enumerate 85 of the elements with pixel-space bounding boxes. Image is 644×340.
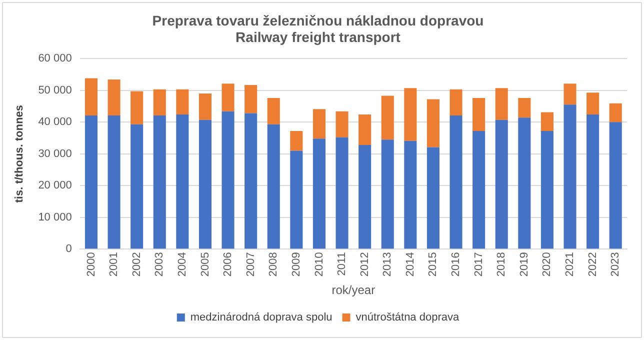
bar (450, 115, 462, 249)
legend-label: vnútroštátna doprava (356, 312, 460, 324)
x-tick-label: 2008 (268, 252, 280, 277)
bar (518, 118, 531, 249)
x-tick-label: 2003 (154, 252, 166, 277)
bar (336, 111, 348, 138)
bar (108, 115, 120, 249)
bar (495, 88, 508, 120)
bar (381, 96, 394, 140)
y-tick-label: 60 000 (38, 52, 72, 65)
bar (108, 80, 120, 116)
x-tick-label: 2011 (336, 252, 348, 276)
y-tick-label: 40 000 (38, 116, 72, 128)
x-tick-label: 2000 (85, 252, 98, 277)
bar (450, 89, 462, 116)
x-tick-label: 2016 (450, 252, 462, 277)
y-tick-label: 20 000 (38, 180, 72, 192)
bar (495, 120, 508, 249)
bar (586, 114, 600, 249)
bar (198, 94, 212, 120)
x-tick-label: 2014 (404, 252, 416, 277)
x-tick-label: 2009 (290, 252, 302, 277)
bar (472, 131, 486, 249)
bar (153, 89, 166, 116)
bar (426, 147, 440, 249)
bar (153, 115, 166, 249)
x-tick-label: 2023 (610, 252, 622, 277)
x-tick-label: 2002 (130, 252, 143, 277)
text: Railway freight transport (236, 29, 400, 46)
y-tick-label: 30 000 (38, 148, 72, 160)
bar (312, 138, 326, 249)
bar (609, 103, 622, 122)
x-tick-label: 2019 (518, 252, 530, 277)
x-tick-label: 2005 (199, 252, 212, 277)
y-tick-label: 50 000 (38, 84, 72, 96)
bar (358, 114, 372, 145)
bar (404, 140, 417, 249)
bar (472, 98, 486, 131)
bar (244, 113, 258, 249)
bar (540, 112, 554, 131)
y-tick-label: 10 000 (38, 211, 72, 224)
bar (404, 88, 417, 141)
x-tick-label: 2007 (244, 252, 257, 277)
bar (244, 84, 258, 114)
bar (267, 124, 280, 249)
bar (312, 109, 326, 139)
x-tick-label: 2020 (541, 252, 554, 277)
y-tick-label: 0 (66, 243, 72, 256)
bar (381, 140, 394, 249)
bar (290, 131, 303, 151)
bar (426, 99, 440, 148)
x-tick-label: 2017 (472, 252, 485, 277)
bar (222, 111, 234, 249)
text: Preprava tovaru železničnou nákladnou dopravou (152, 12, 484, 28)
x-tick-label: 2012 (358, 252, 371, 277)
bar (84, 78, 98, 116)
bar (222, 84, 234, 112)
bar (358, 144, 372, 249)
bar (130, 91, 144, 124)
bar (564, 104, 576, 249)
bar (176, 114, 189, 249)
x-tick-label: 2004 (176, 252, 188, 277)
x-tick-label: 2001 (108, 252, 120, 277)
bar (290, 150, 303, 249)
bar (130, 124, 144, 249)
bar (540, 131, 554, 249)
bar (518, 98, 531, 118)
bar (267, 98, 280, 124)
x-tick-label: 2006 (222, 252, 234, 277)
x-tick-label: 2021 (564, 252, 576, 277)
bar (176, 89, 189, 114)
bar (564, 84, 576, 105)
bar (198, 120, 212, 249)
x-tick-label: 2010 (313, 252, 326, 277)
x-tick-label: 2015 (427, 252, 440, 277)
x-tick-label: 2013 (382, 252, 394, 277)
bar (586, 92, 600, 114)
y-axis-title: tis. t/thous. tonnes (14, 104, 26, 203)
x-tick-label: 2018 (496, 252, 508, 277)
bar (336, 137, 348, 249)
bar (84, 115, 98, 249)
x-tick-label: 2022 (586, 252, 599, 277)
legend-label: medzinárodná doprava spolu (190, 312, 332, 324)
x-axis-title: rok/year (332, 283, 376, 298)
bar (609, 122, 622, 249)
